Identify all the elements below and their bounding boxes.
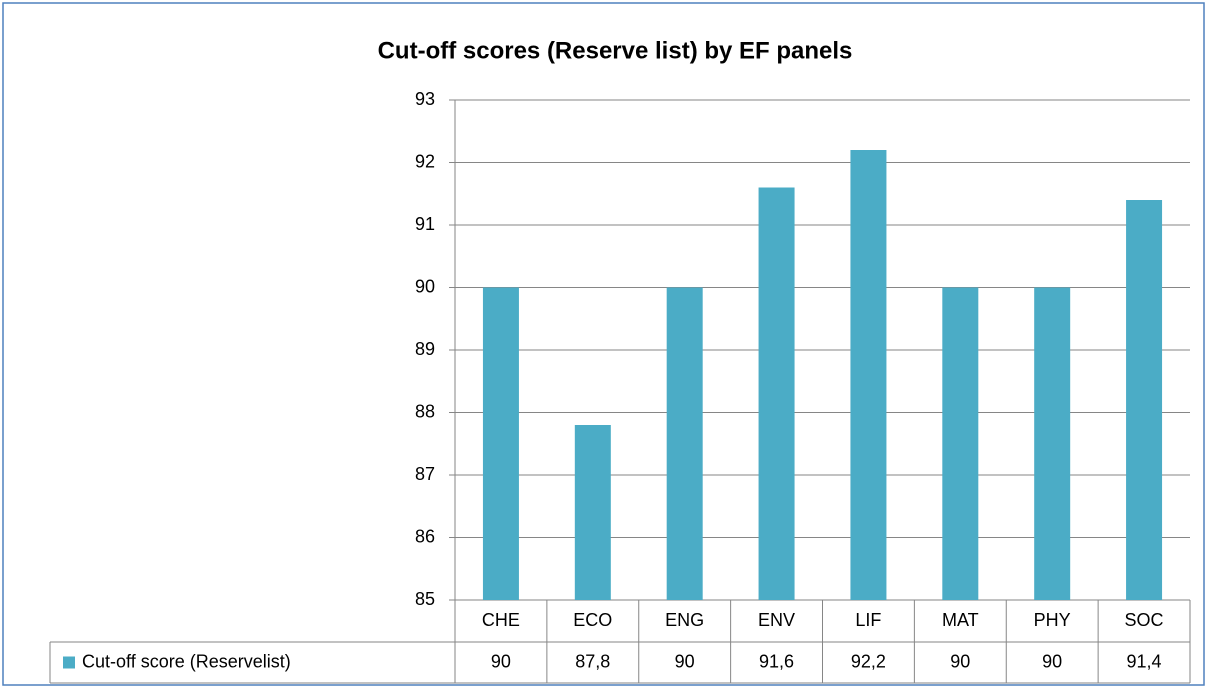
table-value: 92,2 bbox=[851, 651, 886, 671]
table-value: 90 bbox=[1042, 651, 1062, 671]
bar bbox=[666, 287, 703, 600]
x-tick-label: CHE bbox=[482, 610, 520, 630]
y-tick-label: 92 bbox=[415, 151, 435, 171]
bar bbox=[942, 287, 979, 600]
table-value: 91,4 bbox=[1127, 651, 1162, 671]
bar bbox=[1126, 200, 1163, 600]
chart-title: Cut-off scores (Reserve list) by EF pane… bbox=[378, 37, 853, 64]
table-value: 90 bbox=[675, 651, 695, 671]
legend-swatch bbox=[63, 656, 75, 669]
x-tick-label: MAT bbox=[942, 610, 979, 630]
y-tick-label: 85 bbox=[415, 589, 435, 609]
bar bbox=[482, 287, 519, 600]
table-value: 87,8 bbox=[575, 651, 610, 671]
y-tick-label: 93 bbox=[415, 89, 435, 109]
table-value: 90 bbox=[491, 651, 511, 671]
bar bbox=[850, 150, 887, 600]
bar bbox=[574, 425, 611, 600]
table-value: 91,6 bbox=[759, 651, 794, 671]
y-tick-label: 86 bbox=[415, 526, 435, 546]
x-tick-label: ENV bbox=[758, 610, 795, 630]
bar bbox=[758, 187, 795, 600]
bar bbox=[1034, 287, 1071, 600]
x-tick-label: PHY bbox=[1034, 610, 1071, 630]
x-tick-label: SOC bbox=[1125, 610, 1164, 630]
y-tick-label: 88 bbox=[415, 401, 435, 421]
x-tick-label: ENG bbox=[665, 610, 704, 630]
y-tick-label: 87 bbox=[415, 464, 435, 484]
table-value: 90 bbox=[950, 651, 970, 671]
x-tick-label: ECO bbox=[573, 610, 612, 630]
legend-label: Cut-off score (Reservelist) bbox=[82, 651, 291, 671]
y-tick-label: 90 bbox=[415, 276, 435, 296]
x-tick-label: LIF bbox=[855, 610, 881, 630]
y-tick-label: 89 bbox=[415, 339, 435, 359]
y-tick-label: 91 bbox=[415, 214, 435, 234]
